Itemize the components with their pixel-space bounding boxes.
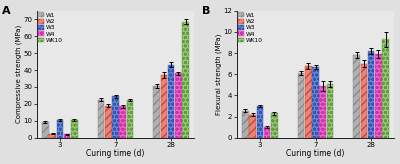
Text: B: B — [202, 6, 210, 16]
Legend: W1, W2, W3, W4, WK10: W1, W2, W3, W4, WK10 — [237, 11, 264, 44]
Text: A: A — [2, 6, 10, 16]
Bar — [119, 106, 126, 138]
Bar — [49, 134, 56, 138]
X-axis label: Curing time (d): Curing time (d) — [86, 149, 145, 158]
Bar — [242, 111, 249, 138]
Legend: W1, W2, W3, W4, WK10: W1, W2, W3, W4, WK10 — [37, 11, 64, 44]
Bar — [153, 86, 160, 138]
Bar — [326, 84, 333, 138]
Bar — [264, 127, 270, 138]
Bar — [298, 73, 304, 138]
Bar — [64, 134, 70, 138]
Bar — [368, 51, 374, 138]
Bar — [312, 67, 319, 138]
X-axis label: Curing time (d): Curing time (d) — [286, 149, 345, 158]
Bar — [249, 114, 256, 138]
Bar — [175, 73, 182, 138]
Y-axis label: Compressive strength (MPa): Compressive strength (MPa) — [16, 25, 22, 123]
Bar — [375, 54, 382, 138]
Bar — [256, 106, 263, 138]
Bar — [105, 106, 112, 138]
Bar — [353, 55, 360, 138]
Bar — [98, 100, 104, 138]
Bar — [160, 75, 167, 138]
Bar — [126, 100, 133, 138]
Y-axis label: Flexural strength (MPa): Flexural strength (MPa) — [216, 34, 222, 115]
Bar — [182, 22, 189, 138]
Bar — [112, 96, 119, 138]
Bar — [56, 120, 63, 138]
Bar — [319, 86, 326, 138]
Bar — [71, 120, 78, 138]
Bar — [42, 122, 49, 138]
Bar — [305, 66, 312, 138]
Bar — [271, 113, 278, 138]
Bar — [168, 65, 174, 138]
Bar — [360, 64, 367, 138]
Bar — [382, 39, 389, 138]
